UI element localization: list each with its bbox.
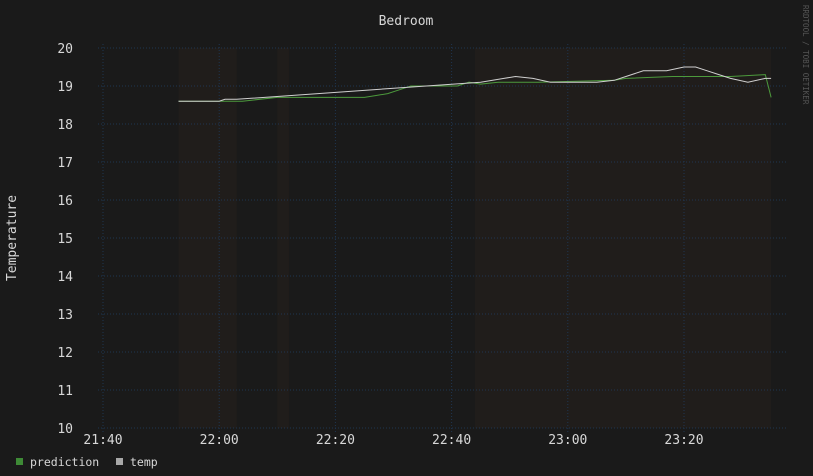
x-tick-label: 22:20 <box>316 433 355 448</box>
legend-label: temp <box>130 455 158 469</box>
x-tick-label: 22:00 <box>200 433 239 448</box>
y-axis-label: Temperature <box>5 195 20 281</box>
x-tick-label: 23:20 <box>664 433 703 448</box>
chart-title: Bedroom <box>379 14 434 29</box>
series-lines <box>178 66 772 102</box>
y-tick-label: 18 <box>57 118 73 133</box>
legend-swatch <box>116 458 123 465</box>
legend-swatch <box>16 458 23 465</box>
watermark: RRDTOOL / TOBI OETIKER <box>801 5 810 105</box>
y-tick-label: 17 <box>57 156 73 171</box>
legend: prediction temp <box>16 455 158 469</box>
y-tick-label: 10 <box>57 422 73 437</box>
grid <box>98 44 787 432</box>
series-line-prediction <box>178 74 772 102</box>
legend-label: prediction <box>30 455 99 469</box>
x-tick-label: 21:40 <box>83 433 122 448</box>
series-line-temp <box>178 66 772 102</box>
axes: 10 11 12 13 14 15 16 17 18 19 20 21:40 22:00 22:20 22:… <box>57 42 703 448</box>
y-tick-label: 15 <box>57 232 73 247</box>
shaded-interval <box>474 48 772 428</box>
y-tick-label: 16 <box>57 194 73 209</box>
y-tick-label: 19 <box>57 80 73 95</box>
shaded-interval <box>277 48 289 428</box>
shaded-intervals <box>178 48 772 428</box>
y-tick-label: 14 <box>57 270 73 285</box>
y-tick-label: 12 <box>57 346 73 361</box>
x-tick-label: 23:00 <box>548 433 587 448</box>
x-tick-label: 22:40 <box>432 433 471 448</box>
y-tick-label: 13 <box>57 308 73 323</box>
y-tick-label: 20 <box>57 42 73 57</box>
y-tick-label: 11 <box>57 384 73 399</box>
